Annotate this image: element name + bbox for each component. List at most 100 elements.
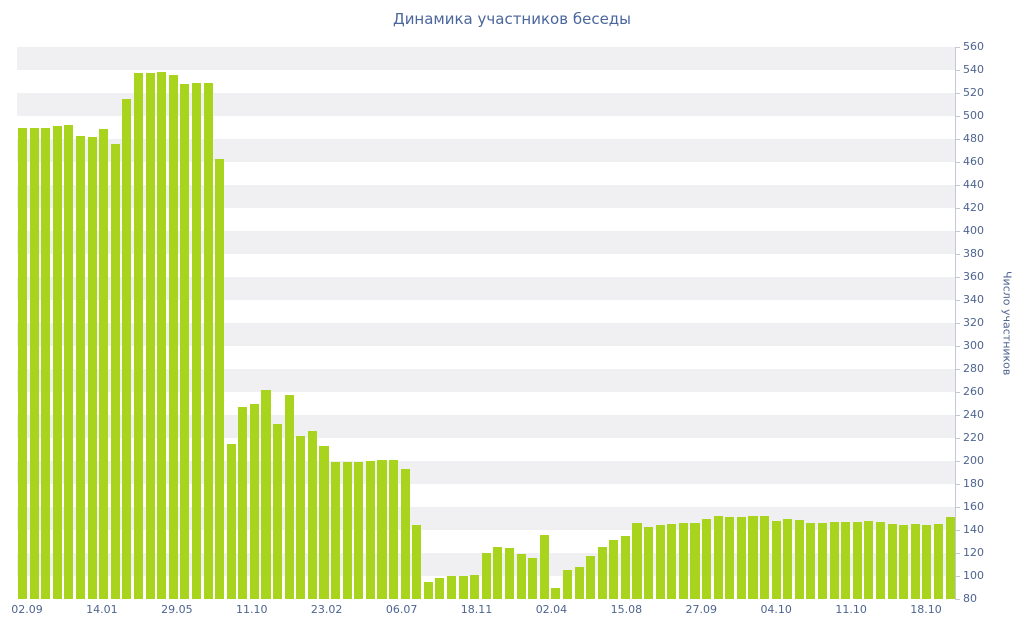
y-tick-label: 280 [963, 362, 984, 375]
bar [678, 523, 688, 599]
bar [504, 548, 515, 599]
bar [760, 516, 770, 599]
bar [342, 462, 352, 599]
bar [690, 523, 700, 599]
y-axis-tick [955, 529, 960, 531]
y-axis-tick [955, 46, 960, 48]
bar [817, 523, 828, 599]
bar [899, 525, 909, 599]
bar [99, 128, 109, 599]
y-axis-tick [955, 345, 960, 347]
y-tick-label: 540 [963, 63, 984, 76]
y-axis-tick [955, 230, 960, 232]
y-axis-tick [955, 575, 960, 577]
bar [713, 516, 723, 599]
bar [702, 518, 712, 599]
y-axis-tick [955, 322, 960, 324]
bar [122, 98, 132, 599]
bar [41, 127, 51, 599]
bar [133, 73, 144, 599]
bar [620, 535, 630, 599]
bar [249, 403, 259, 599]
y-tick-label: 400 [963, 224, 984, 237]
y-axis-title: Число участников [1000, 270, 1014, 376]
chart-title: Динамика участников беседы [392, 10, 632, 28]
bar [551, 587, 561, 599]
bar [377, 459, 387, 599]
bar [493, 547, 503, 599]
bar [910, 524, 920, 599]
x-tick-label: 06.07 [385, 603, 418, 616]
x-tick-label: 29.05 [161, 603, 193, 616]
bar [875, 521, 886, 599]
y-tick-label: 440 [963, 178, 984, 191]
bar [52, 126, 62, 599]
bar [331, 462, 341, 599]
bar [725, 517, 735, 599]
y-axis-tick [955, 506, 960, 508]
x-tick-label: 04.10 [760, 603, 792, 616]
bar [644, 526, 654, 599]
y-axis-tick [955, 276, 960, 278]
bar [64, 125, 74, 599]
plot-area [17, 47, 955, 599]
y-axis-tick [955, 184, 960, 186]
y-axis-tick [955, 552, 960, 554]
y-axis-tick [955, 437, 960, 439]
bar [319, 446, 329, 599]
y-tick-label: 220 [963, 431, 984, 444]
y-tick-label: 320 [963, 316, 984, 329]
y-tick-label: 480 [963, 132, 984, 145]
y-tick-label: 420 [963, 201, 984, 214]
y-tick-label: 380 [963, 247, 984, 260]
bar [389, 459, 399, 599]
bar [632, 523, 642, 599]
bar [783, 518, 793, 599]
y-tick-label: 180 [963, 477, 984, 490]
y-tick-label: 520 [963, 86, 984, 99]
y-tick-label: 140 [963, 523, 984, 536]
bar [806, 523, 816, 599]
y-axis-tick [955, 368, 960, 370]
y-axis-tick [955, 253, 960, 255]
bar [539, 534, 549, 599]
bar [29, 127, 39, 599]
y-axis-tick [955, 207, 960, 209]
bar [458, 576, 468, 599]
bar [516, 554, 526, 599]
bar [841, 521, 851, 599]
bar [110, 143, 120, 599]
y-tick-label: 340 [963, 293, 984, 306]
bar [736, 517, 746, 599]
bar [400, 469, 410, 599]
y-tick-label: 80 [963, 592, 977, 605]
y-tick-label: 360 [963, 270, 984, 283]
bar [75, 135, 86, 599]
y-axis-tick [955, 460, 960, 462]
y-axis-tick [955, 414, 960, 416]
bar [852, 521, 862, 599]
bar [528, 557, 538, 599]
bar [412, 525, 422, 599]
y-tick-label: 120 [963, 546, 984, 559]
x-tick-label: 11.10 [835, 603, 867, 616]
bar [423, 581, 433, 599]
bars-container [17, 47, 955, 599]
x-tick-label: 27.09 [685, 603, 718, 616]
x-tick-label: 18.11 [460, 603, 493, 616]
y-axis-tick [955, 483, 960, 485]
bar [354, 462, 364, 599]
bar [574, 566, 584, 599]
bar [191, 82, 201, 599]
y-axis-tick [955, 391, 960, 393]
bar [794, 519, 804, 599]
x-tick-label: 15.08 [610, 603, 643, 616]
bar [887, 524, 897, 599]
bar [562, 570, 572, 599]
bar [273, 424, 283, 599]
y-axis-tick [955, 115, 960, 117]
x-tick-label: 18.10 [910, 603, 942, 616]
y-axis-tick [955, 92, 960, 94]
y-tick-label: 200 [963, 454, 984, 467]
x-tick-label: 14.01 [86, 603, 118, 616]
